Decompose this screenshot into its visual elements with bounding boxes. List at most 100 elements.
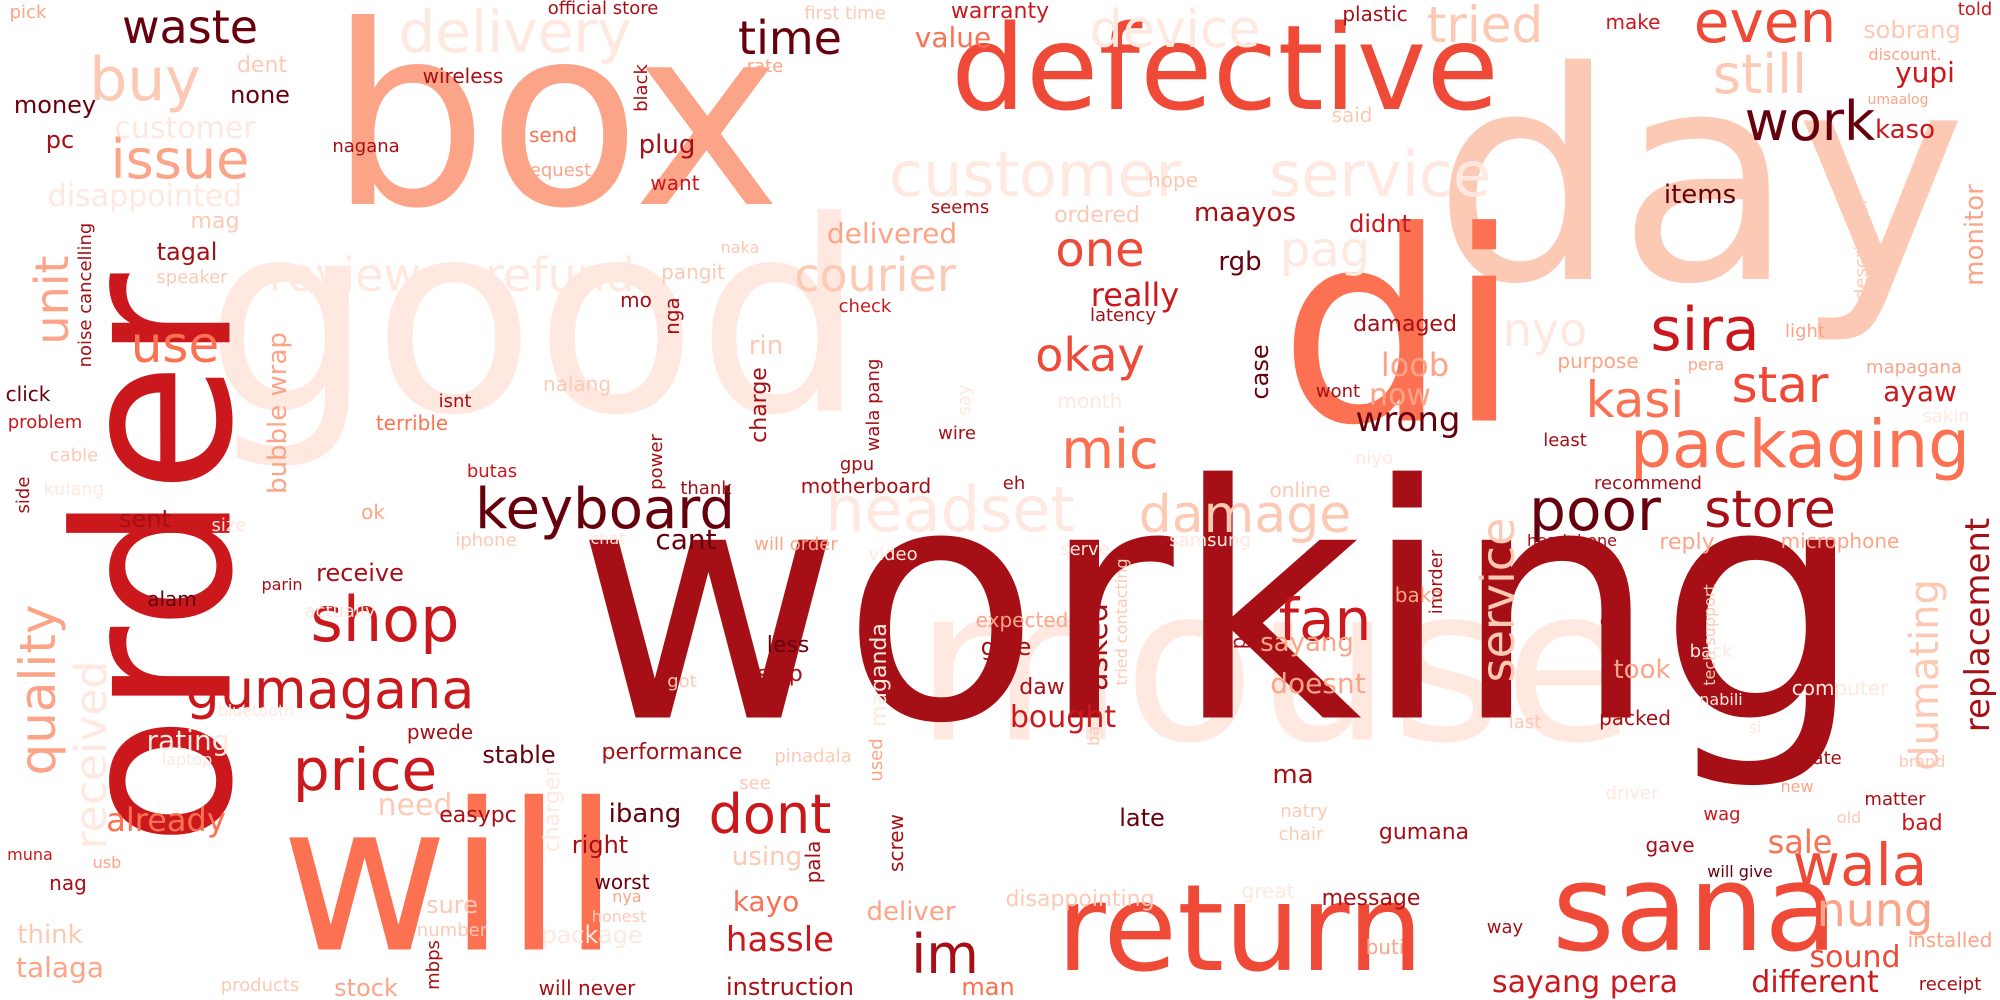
word: ok [361, 500, 385, 524]
word: pangit [661, 260, 725, 284]
word: using [731, 842, 803, 872]
word: butas [466, 461, 518, 482]
word: use [130, 316, 220, 374]
word: dumating [1902, 579, 1948, 771]
word: rgb [1218, 247, 1262, 277]
word: bought [1009, 700, 1117, 735]
word: customer [114, 111, 256, 146]
word: packaging [1629, 406, 1971, 483]
word: wrong [1355, 400, 1461, 440]
word: disappointing [1005, 887, 1155, 912]
word: old [1836, 808, 1862, 827]
word: still [1712, 43, 1808, 106]
word: said [1331, 103, 1373, 127]
word: defective [951, 0, 1499, 137]
word: driver [1605, 783, 1659, 804]
word: none [230, 81, 290, 109]
word: kaso [1875, 115, 1935, 145]
word: price [292, 736, 438, 804]
word: will give [1707, 862, 1773, 881]
word: size [211, 515, 247, 536]
word: dent [236, 53, 288, 78]
word: light [1785, 321, 1825, 342]
word: late [1119, 804, 1165, 832]
word: new [1780, 777, 1814, 796]
word: wag [1703, 804, 1741, 825]
word: pc [45, 126, 75, 154]
word: didnt [1349, 210, 1411, 238]
word: issue [110, 128, 250, 191]
word: terrible [375, 411, 449, 435]
word: headset [825, 473, 1075, 546]
word: ibang [608, 799, 682, 829]
word: matter [1864, 789, 1926, 810]
word: actually [304, 601, 376, 622]
word: think [17, 920, 83, 950]
word: charge [747, 367, 772, 443]
word: nag [49, 871, 87, 895]
word: gumana [1378, 820, 1470, 845]
word: poor [1529, 476, 1661, 544]
word: nagana [332, 136, 400, 157]
word: ba [1084, 726, 1103, 746]
word: sent [119, 505, 171, 533]
word: purpose [1557, 349, 1639, 373]
word: hope [1148, 168, 1198, 192]
word: honest [591, 907, 647, 926]
word: motherboard [800, 474, 932, 498]
word: pwede [406, 720, 474, 744]
word: si [1748, 718, 1762, 737]
word: mo [620, 288, 652, 312]
word: d [1599, 608, 1613, 632]
word: stable [482, 741, 556, 769]
word: inorder [1426, 549, 1447, 615]
word: wala [1792, 831, 1928, 899]
word: month [1057, 389, 1123, 413]
word: p [1226, 636, 1250, 650]
word: working [575, 415, 1865, 795]
word: last [1508, 712, 1542, 733]
word: ma [1272, 760, 1314, 790]
word: different [1751, 965, 1879, 1000]
word: will order [754, 534, 838, 555]
word: maganda [867, 623, 892, 727]
word: review [268, 248, 422, 302]
word: mag [190, 209, 240, 234]
word: computer [1791, 676, 1889, 700]
word: mic [1061, 418, 1159, 481]
word: mapagana [1866, 357, 1962, 378]
word: headphone [1526, 531, 1618, 550]
word: will never [538, 976, 636, 1000]
word: hassle [725, 920, 835, 960]
word: iphone [455, 530, 517, 551]
word: request [522, 160, 592, 181]
word: pinadala [774, 746, 852, 767]
word: got [667, 671, 697, 692]
word: pera [1687, 355, 1725, 374]
word: thank [680, 478, 732, 499]
word: disappointed [47, 179, 243, 214]
word: money [13, 91, 97, 119]
word: asked [1080, 603, 1115, 691]
word: nung [1816, 883, 1934, 937]
word: cant [655, 523, 717, 556]
word: eh [1002, 473, 1026, 494]
word: update [1778, 748, 1842, 769]
word: black [631, 64, 652, 112]
word: natry [1280, 801, 1328, 822]
word: back [1689, 641, 1733, 662]
word: keyboard [475, 477, 735, 542]
word: buti [1365, 935, 1405, 959]
word: doesnt [1270, 667, 1366, 700]
word: im [911, 923, 979, 986]
word: expected [975, 608, 1069, 632]
word: isnt [438, 391, 472, 412]
word: store [1704, 480, 1836, 540]
word: sobrang [1863, 16, 1961, 44]
word: great [1241, 879, 1295, 903]
word: nalang [542, 372, 612, 396]
word: wont [1315, 381, 1361, 402]
word: want [650, 171, 700, 195]
word: gave [1645, 833, 1695, 857]
word: serve [1060, 539, 1110, 560]
